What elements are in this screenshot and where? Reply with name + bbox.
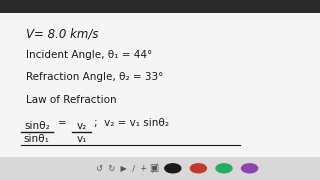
Text: V= 8.0 km/s: V= 8.0 km/s <box>26 27 98 40</box>
Text: Law of Refraction: Law of Refraction <box>26 95 116 105</box>
Text: ;  v₂ = v₁ sinθ₂: ; v₂ = v₁ sinθ₂ <box>94 118 169 128</box>
Text: Refraction Angle, θ₂ = 33°: Refraction Angle, θ₂ = 33° <box>26 72 163 82</box>
Text: sinθ₁: sinθ₁ <box>24 134 50 144</box>
Text: v₂: v₂ <box>76 121 87 131</box>
Text: v₁: v₁ <box>76 134 87 144</box>
FancyBboxPatch shape <box>0 157 320 180</box>
Circle shape <box>242 164 258 173</box>
Circle shape <box>190 164 206 173</box>
Circle shape <box>216 164 232 173</box>
Text: ↺  ↻  ▶  ∕  +  ╱: ↺ ↻ ▶ ∕ + ╱ <box>96 164 157 173</box>
Text: Incident Angle, θ₁ = 44°: Incident Angle, θ₁ = 44° <box>26 50 152 60</box>
Text: =: = <box>58 118 67 128</box>
Text: sinθ₂: sinθ₂ <box>24 121 50 131</box>
Circle shape <box>165 164 181 173</box>
FancyBboxPatch shape <box>0 0 320 13</box>
Text: ▣: ▣ <box>149 163 158 173</box>
